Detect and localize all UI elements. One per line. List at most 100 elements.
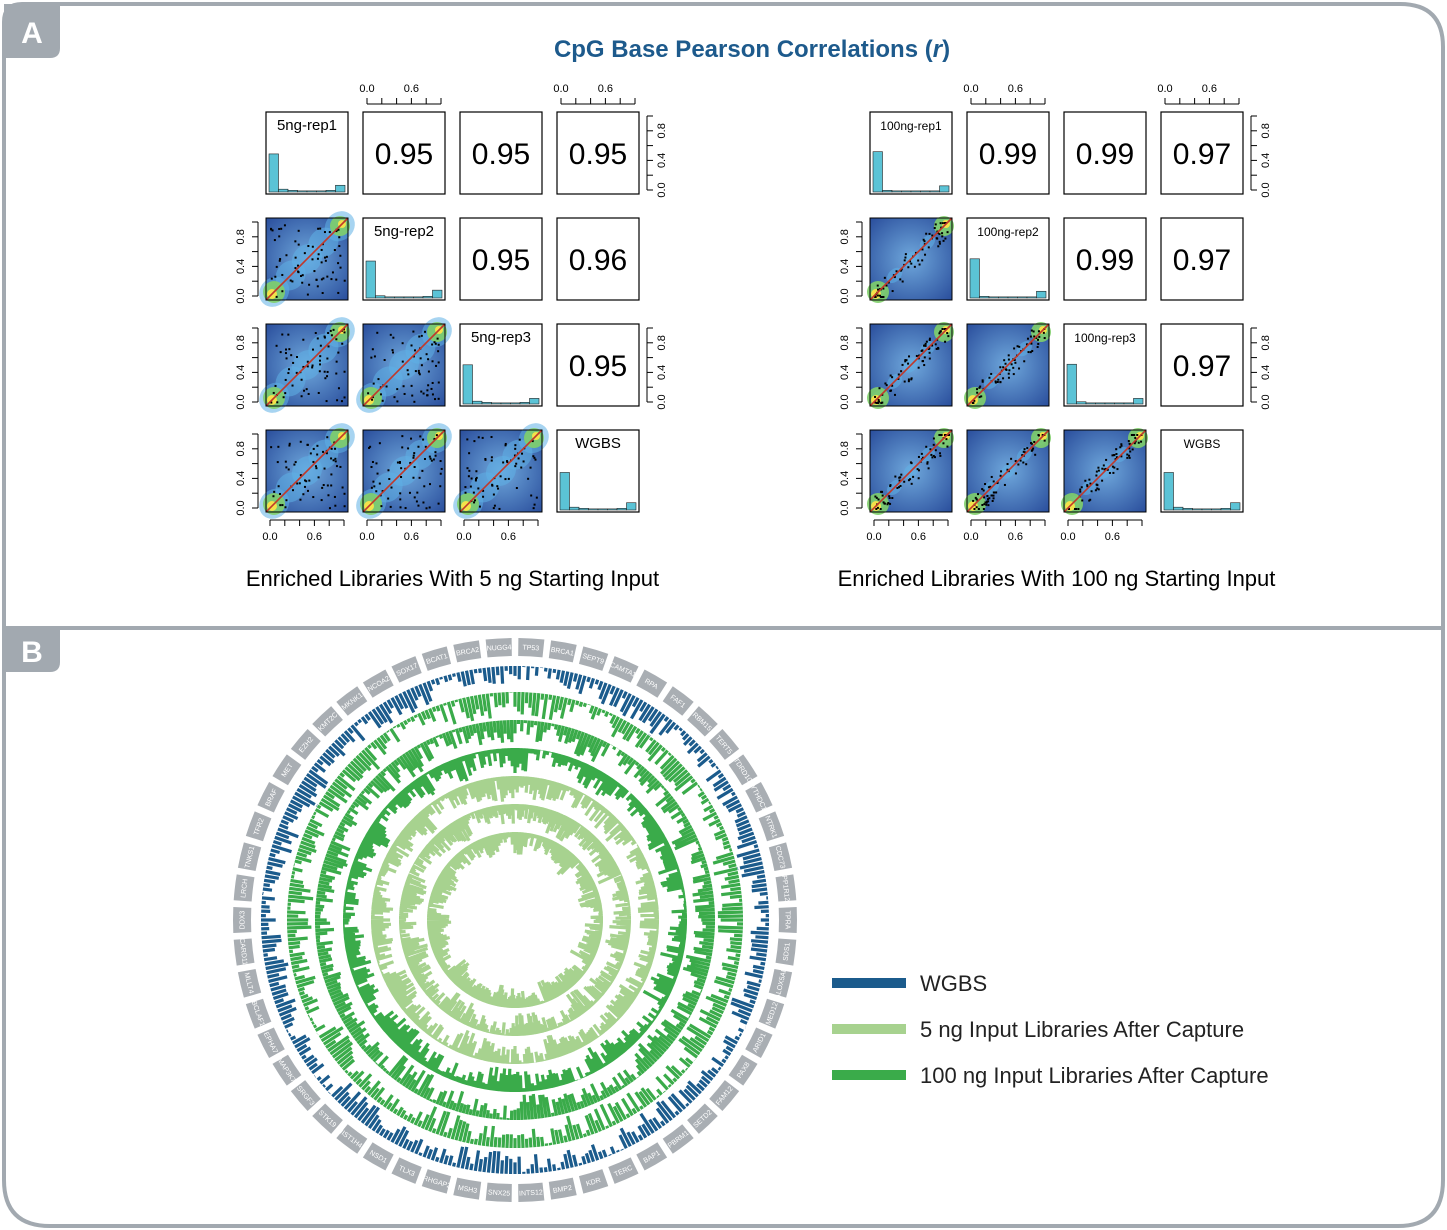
correlation-box (1160, 323, 1244, 407)
scatter-point (277, 445, 280, 448)
scatter-point (411, 394, 414, 397)
scatter-point (285, 499, 288, 502)
scatter-point (431, 360, 434, 363)
scatter-point (389, 505, 392, 508)
scatter-point (279, 504, 282, 507)
scatter-point (981, 379, 984, 382)
scatter-point (1101, 467, 1104, 470)
scatter-point (409, 461, 412, 464)
identity-line (869, 429, 953, 513)
scatter-point (333, 441, 336, 444)
scatter-point (990, 494, 993, 497)
legend-swatch-100ng (832, 1070, 906, 1080)
scatter-point (878, 400, 881, 403)
scatter-point (292, 361, 295, 364)
scatter-point (428, 506, 431, 509)
scatter-point (295, 371, 298, 374)
scatter-point (1073, 508, 1076, 510)
scatter-point (973, 399, 976, 402)
scatter-point (432, 458, 435, 461)
scatter-point (343, 396, 346, 399)
histogram-bar (929, 190, 940, 193)
scatter-point (880, 490, 883, 493)
scatter-point (437, 381, 440, 384)
scatter-point (376, 472, 379, 475)
scatter-point (475, 478, 478, 481)
scatter-point (1108, 471, 1111, 474)
scatter-point (427, 370, 430, 373)
tick-label: 0.0 (235, 288, 247, 303)
scatter-point (882, 501, 885, 504)
scatter-point (288, 368, 291, 371)
scatter-point (932, 437, 935, 440)
scatter-point (927, 467, 930, 470)
scatter-point (326, 484, 329, 487)
gene-block (421, 1169, 452, 1194)
scatter-point (406, 369, 409, 372)
gene-block (687, 706, 718, 737)
scatter-point (296, 356, 299, 359)
gene-segment: BMP2 (548, 1177, 577, 1200)
scatter-point (879, 508, 882, 510)
histogram-bar (891, 190, 902, 193)
scatter-point (917, 469, 920, 472)
scatter-point (504, 442, 507, 445)
histogram-bar (510, 402, 521, 405)
gene-block (775, 874, 797, 902)
cell-border (869, 217, 953, 301)
histogram-bar (529, 398, 540, 405)
scatter-point (1113, 466, 1116, 469)
scatter-point (417, 445, 420, 448)
gene-block (578, 646, 609, 671)
scatter-point (1033, 440, 1036, 443)
scatter-point (893, 276, 896, 279)
scatter-point (514, 447, 517, 450)
scatter-point (905, 359, 908, 362)
scatter-point (992, 497, 995, 500)
matrix-title: Enriched Libraries With 100 ng Starting … (838, 566, 1276, 591)
scatter-point (983, 496, 986, 499)
scatter-point (988, 497, 991, 500)
scatter-point (928, 338, 931, 341)
scatter-point (900, 370, 903, 373)
scatter-point (1030, 449, 1033, 452)
gene-block (518, 638, 545, 658)
scatter-point (272, 391, 275, 394)
gene-segment: RPA (636, 669, 668, 698)
scatter-point (321, 486, 324, 489)
correlation-value: 0.97 (1173, 138, 1231, 171)
histogram-bar (287, 190, 298, 193)
scatter-point (332, 459, 335, 462)
scatter-point (934, 343, 937, 346)
cell-border (869, 429, 953, 513)
scatter-point (891, 384, 894, 387)
scatter-point (467, 475, 470, 478)
histogram-bar (375, 295, 386, 299)
scatter-point (270, 277, 273, 280)
scatter-point (876, 294, 879, 297)
scatter-point (943, 222, 946, 224)
gene-segment: MAP3K7 (272, 1054, 302, 1086)
scatter-point (982, 508, 985, 510)
scatter-point (1104, 467, 1107, 470)
gene-block (662, 686, 694, 716)
scatter-point (878, 387, 881, 390)
scatter-point (298, 482, 301, 485)
gene-block (548, 1177, 577, 1200)
scatter-point (311, 245, 314, 248)
tick-label: 0.8 (235, 441, 247, 456)
scatter-point (934, 449, 937, 452)
scatter-point (378, 442, 381, 445)
scatter-point (926, 462, 929, 465)
scatter-point (334, 504, 337, 507)
scatter-point (468, 469, 471, 472)
scatter-point (284, 392, 287, 395)
scatter-point (980, 395, 983, 398)
gene-label: SDS1 (783, 942, 792, 961)
scatter-point (946, 231, 949, 234)
gene-label: INTS12 (519, 1189, 543, 1197)
scatter-point (291, 384, 294, 387)
scatter-point (920, 452, 923, 455)
tick-label: 0.6 (598, 83, 613, 95)
scatter-point (932, 454, 935, 457)
